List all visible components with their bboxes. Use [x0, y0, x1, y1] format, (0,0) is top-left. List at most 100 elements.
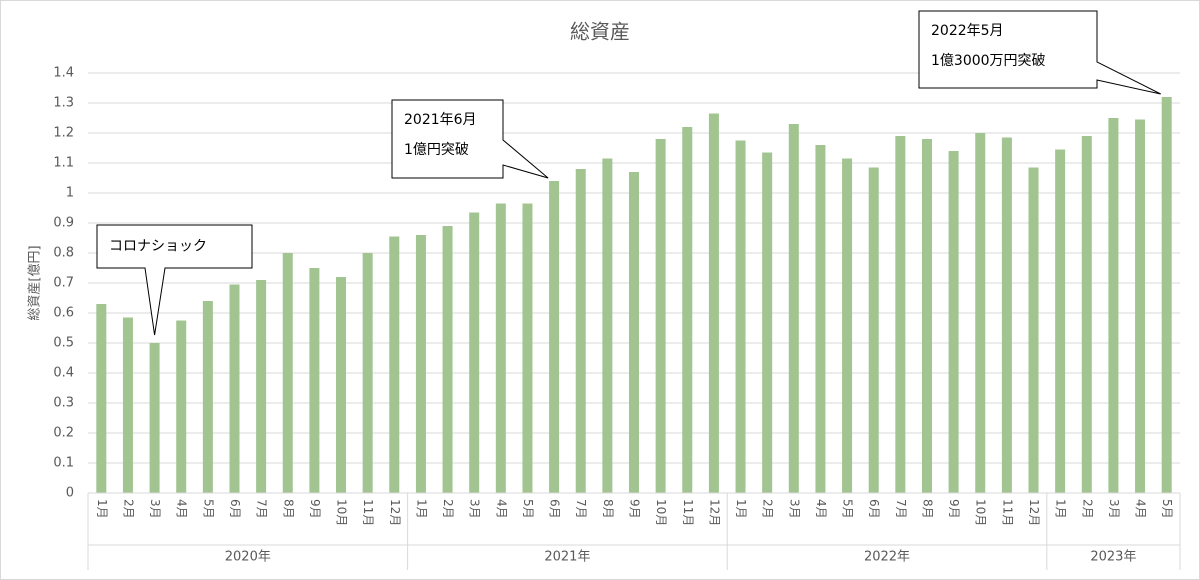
x-tick-label: 5月	[1160, 499, 1174, 519]
x-group-label: 2022年	[864, 550, 910, 565]
chart-title: 総資産	[570, 20, 630, 44]
y-tick-label: 1.1	[53, 156, 74, 171]
bar	[1108, 118, 1119, 493]
y-tick-label: 1.4	[53, 66, 74, 81]
bar	[1028, 167, 1039, 493]
bar	[202, 301, 213, 493]
x-tick-label: 7月	[255, 499, 269, 519]
bar	[842, 158, 853, 493]
x-tick-label: 12月	[1027, 499, 1041, 526]
x-tick-label: 7月	[574, 499, 588, 519]
bar	[362, 253, 373, 493]
x-tick-label: 6月	[548, 499, 562, 519]
x-tick-label: 1月	[734, 499, 748, 519]
callout-box	[96, 224, 253, 336]
callout: 2021年6月 1億円突破	[391, 99, 549, 179]
x-tick-label: 8月	[281, 499, 295, 519]
x-tick-label: 3月	[1107, 499, 1121, 519]
y-tick-label: 1.2	[53, 126, 74, 141]
y-tick-label: 0.8	[53, 246, 74, 261]
bar	[735, 140, 746, 493]
callout: 2022年5月 1億3000万円突破	[918, 10, 1161, 95]
bar	[1001, 137, 1012, 493]
x-tick-label: 10月	[654, 499, 668, 526]
bar	[229, 284, 240, 493]
y-tick-label: 0.7	[53, 276, 74, 291]
x-tick-label: 9月	[628, 499, 642, 519]
y-tick-label: 0.3	[53, 396, 74, 411]
bar	[336, 277, 347, 493]
bar	[895, 136, 906, 493]
x-tick-label: 11月	[1000, 499, 1014, 526]
bar	[442, 226, 453, 493]
y-tick-label: 0	[66, 486, 74, 501]
bar	[309, 268, 320, 493]
bar	[1161, 97, 1172, 493]
x-tick-label: 2月	[121, 499, 135, 519]
x-tick-label: 7月	[894, 499, 908, 519]
callout-box	[918, 10, 1161, 95]
x-tick-label: 4月	[814, 499, 828, 519]
bar	[708, 113, 719, 493]
x-tick-label: 12月	[388, 499, 402, 526]
x-tick-label: 5月	[521, 499, 535, 519]
callout-text: コロナショック	[109, 239, 207, 255]
bar	[522, 203, 533, 493]
callout-box	[391, 99, 549, 179]
x-tick-label: 5月	[841, 499, 855, 519]
bar	[788, 124, 799, 493]
bar	[1081, 136, 1092, 493]
x-tick-label: 1月	[414, 499, 428, 519]
bar	[149, 343, 160, 493]
x-tick-label: 11月	[681, 499, 695, 526]
x-tick-label: 12月	[707, 499, 721, 526]
y-tick-label: 1	[66, 186, 74, 201]
callout-text: 2021年6月	[404, 112, 477, 128]
callout: コロナショック	[96, 224, 253, 336]
bar	[762, 152, 773, 493]
bar	[682, 127, 693, 493]
x-tick-label: 4月	[494, 499, 508, 519]
callout-text: 2022年5月	[931, 23, 1004, 39]
bar	[549, 181, 560, 493]
bar	[815, 145, 826, 493]
x-tick-label: 5月	[201, 499, 215, 519]
y-tick-label: 0.2	[53, 426, 74, 441]
x-tick-label: 2月	[761, 499, 775, 519]
x-tick-label: 1月	[95, 499, 109, 519]
y-tick-label: 0.1	[53, 456, 74, 471]
x-tick-label: 2月	[441, 499, 455, 519]
y-tick-label: 0.4	[53, 366, 74, 381]
x-tick-label: 10月	[974, 499, 988, 526]
x-tick-label: 3月	[148, 499, 162, 519]
y-tick-label: 0.5	[53, 336, 74, 351]
bar	[575, 169, 586, 493]
callout-text: 1億円突破	[404, 142, 469, 158]
y-tick-label: 0.6	[53, 306, 74, 321]
bar	[469, 212, 480, 493]
callout-text: 1億3000万円突破	[931, 53, 1046, 69]
bar	[602, 158, 613, 493]
x-group-label: 2023年	[1090, 550, 1136, 565]
x-group-label: 2020年	[225, 550, 271, 565]
bar	[975, 133, 986, 493]
x-tick-label: 6月	[867, 499, 881, 519]
bar	[948, 151, 959, 493]
y-tick-label: 1.3	[53, 96, 74, 111]
x-tick-label: 10月	[335, 499, 349, 526]
x-tick-label: 3月	[787, 499, 801, 519]
x-tick-label: 11月	[361, 499, 375, 526]
bar	[1135, 119, 1146, 493]
x-tick-label: 4月	[175, 499, 189, 519]
bar	[96, 304, 107, 493]
x-tick-label: 2月	[1080, 499, 1094, 519]
bar	[415, 235, 426, 493]
bar	[868, 167, 879, 493]
x-tick-label: 9月	[947, 499, 961, 519]
y-axis-title: 総資産[億円]	[27, 245, 43, 320]
x-tick-label: 4月	[1134, 499, 1148, 519]
x-group-label: 2021年	[544, 550, 590, 565]
bar	[256, 280, 267, 493]
y-tick-label: 0.9	[53, 216, 74, 231]
